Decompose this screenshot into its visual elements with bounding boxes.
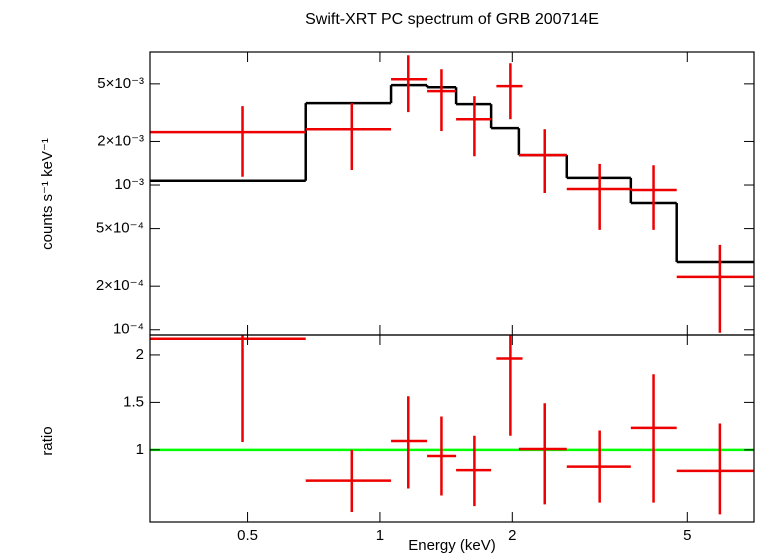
chart-title: Swift-XRT PC spectrum of GRB 200714E — [305, 11, 599, 28]
x-axis-label: Energy (keV) — [408, 537, 496, 554]
x-tick-label: 1 — [376, 527, 384, 544]
panel — [150, 55, 754, 333]
y-tick-label: 2×10⁻⁴ — [96, 277, 144, 294]
x-tick-label: 5 — [683, 527, 691, 544]
panel-frame — [149, 51, 755, 336]
y-tick-label: 2×10⁻³ — [97, 132, 144, 149]
y-tick-label: 1.5 — [123, 393, 144, 410]
y-tick-label: 5×10⁻³ — [97, 75, 144, 92]
panel-frame — [149, 334, 755, 523]
y-tick-label: 2 — [136, 346, 144, 363]
panel — [150, 335, 754, 515]
y-tick-label: 5×10⁻⁴ — [96, 220, 144, 237]
y-tick-label: 10⁻³ — [114, 176, 144, 193]
y-tick-label: 10⁻⁴ — [113, 321, 144, 338]
y-axis-label: ratio — [39, 426, 56, 455]
x-tick-label: 0.5 — [237, 527, 258, 544]
x-tick-label: 2 — [508, 527, 516, 544]
y-tick-label: 1 — [136, 441, 144, 458]
y-axis-label: counts s⁻¹ keV⁻¹ — [39, 138, 56, 250]
